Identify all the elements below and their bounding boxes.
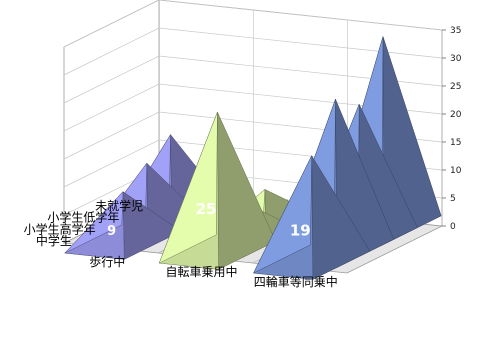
z-category-label: 未就学児 <box>95 198 143 213</box>
y-tick-label: 5 <box>450 194 456 204</box>
y-tick-label: 10 <box>450 166 462 176</box>
x-category-label: 四輪車等同乗中 <box>254 274 338 289</box>
bar-face <box>252 155 312 274</box>
z-category-label: 小学生高学年 <box>24 221 96 236</box>
data-label: 25 <box>196 200 217 218</box>
data-label: 19 <box>290 222 311 240</box>
chart-bars: 2234157241272792519 <box>64 36 442 280</box>
y-tick-label: 30 <box>450 54 462 64</box>
y-tick-label: 20 <box>450 110 462 120</box>
y-tick-label: 0 <box>450 222 456 232</box>
bar-face <box>64 191 124 254</box>
z-category-label: 中学生 <box>36 233 72 248</box>
bar-7: 25 <box>158 111 276 270</box>
y-tick-label: 15 <box>450 138 461 148</box>
y-tick-label: 35 <box>450 26 461 36</box>
bar-face <box>158 112 218 264</box>
y-axis-ticks: 0 5 10 15 20 25 30 35 <box>442 26 462 232</box>
bar-11: 19 <box>252 154 371 280</box>
y-tick-label: 25 <box>450 82 461 92</box>
bar-3: 9 <box>64 191 182 260</box>
x-category-label: 自転車乗用中 <box>165 264 237 279</box>
z-category-label: 小学生低学年 <box>47 210 119 225</box>
data-label: 9 <box>107 224 116 239</box>
x-category-label: 歩行中 <box>89 254 125 269</box>
